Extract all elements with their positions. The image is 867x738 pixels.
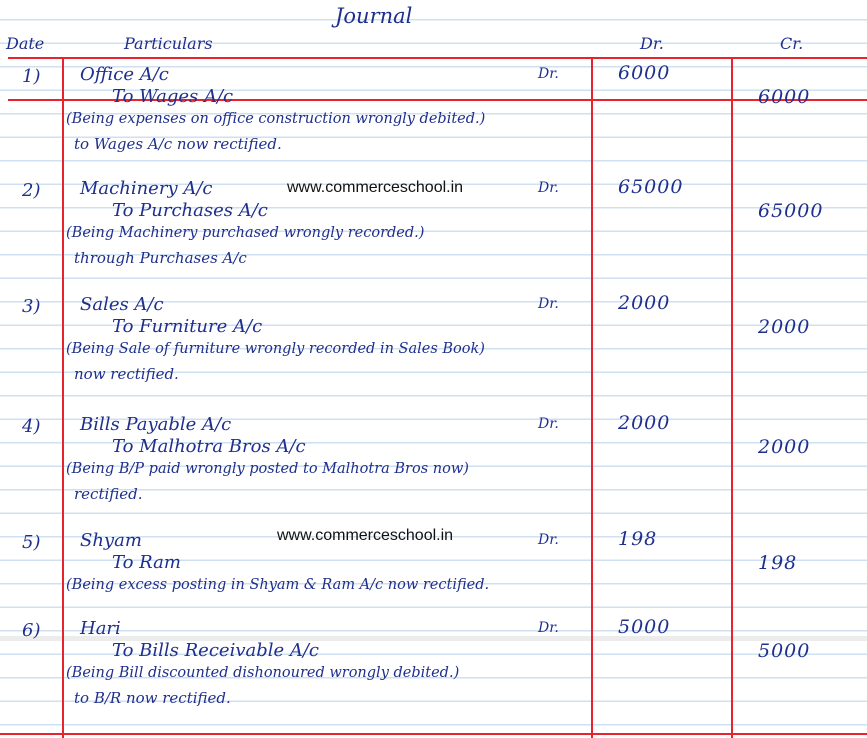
narration-line: (Being excess posting in Shyam & Ram A/c…: [66, 577, 490, 593]
page-edge: [0, 636, 867, 641]
narration-line: to B/R now rectified.: [74, 689, 231, 707]
debit-amount: 6000: [618, 62, 671, 84]
narration-line: to Wages A/c now rectified.: [74, 135, 282, 153]
credit-account: To Bills Receivable A/c: [112, 640, 320, 661]
col-date-divider: [62, 57, 64, 738]
debit-account: Sales A/c: [80, 294, 164, 315]
dr-mark: Dr.: [538, 180, 559, 196]
narration-line: rectified.: [74, 485, 143, 503]
credit-account: To Furniture A/c: [112, 316, 263, 337]
rule-top: [8, 57, 867, 59]
debit-account: Office A/c: [80, 64, 169, 85]
narration-line: (Being Sale of furniture wrongly recorde…: [66, 341, 485, 357]
debit-amount: 5000: [618, 616, 671, 638]
dr-mark: Dr.: [538, 416, 559, 432]
col-dr-divider: [591, 57, 593, 738]
narration-line: through Purchases A/c: [74, 249, 247, 267]
header-dr: Dr.: [640, 34, 664, 53]
header-cr: Cr.: [780, 34, 804, 53]
narration-line: now rectified.: [74, 365, 179, 383]
dr-mark: Dr.: [538, 296, 559, 312]
debit-amount: 2000: [618, 412, 671, 434]
credit-amount: 2000: [758, 436, 811, 458]
header-particulars: Particulars: [124, 34, 213, 53]
page-title: Journal: [335, 4, 413, 28]
credit-account: To Wages A/c: [112, 86, 234, 107]
col-cr-divider: [731, 57, 733, 738]
narration-line: (Being expenses on office construction w…: [66, 111, 486, 127]
credit-amount: 2000: [758, 316, 811, 338]
entry-number: 5): [22, 532, 41, 553]
entry-number: 4): [22, 416, 41, 437]
narration-line: (Being Bill discounted dishonoured wrong…: [66, 665, 460, 681]
entry-number: 1): [22, 66, 41, 87]
credit-amount: 5000: [758, 640, 811, 662]
dr-mark: Dr.: [538, 66, 559, 82]
debit-account: Machinery A/c: [80, 178, 213, 199]
debit-account: Shyam: [80, 530, 142, 551]
debit-amount: 198: [618, 528, 658, 550]
credit-account: To Ram: [112, 552, 181, 573]
credit-amount: 65000: [758, 200, 824, 222]
watermark: www.commerceschool.in: [277, 527, 454, 544]
debit-amount: 2000: [618, 292, 671, 314]
watermark: www.commerceschool.in: [287, 179, 464, 196]
entry-number: 2): [22, 180, 41, 201]
narration-line: (Being Machinery purchased wrongly recor…: [66, 225, 425, 241]
credit-amount: 198: [758, 552, 798, 574]
debit-amount: 65000: [618, 176, 684, 198]
entry-number: 6): [22, 620, 41, 641]
dr-mark: Dr.: [538, 620, 559, 636]
credit-account: To Purchases A/c: [112, 200, 268, 221]
credit-amount: 6000: [758, 86, 811, 108]
rule-bottom: [0, 733, 867, 735]
debit-account: Hari: [80, 618, 121, 639]
rule-header: [8, 99, 867, 101]
dr-mark: Dr.: [538, 532, 559, 548]
credit-account: To Malhotra Bros A/c: [112, 436, 306, 457]
entry-number: 3): [22, 296, 41, 317]
narration-line: (Being B/P paid wrongly posted to Malhot…: [66, 461, 469, 477]
header-date: Date: [6, 34, 45, 53]
debit-account: Bills Payable A/c: [80, 414, 232, 435]
